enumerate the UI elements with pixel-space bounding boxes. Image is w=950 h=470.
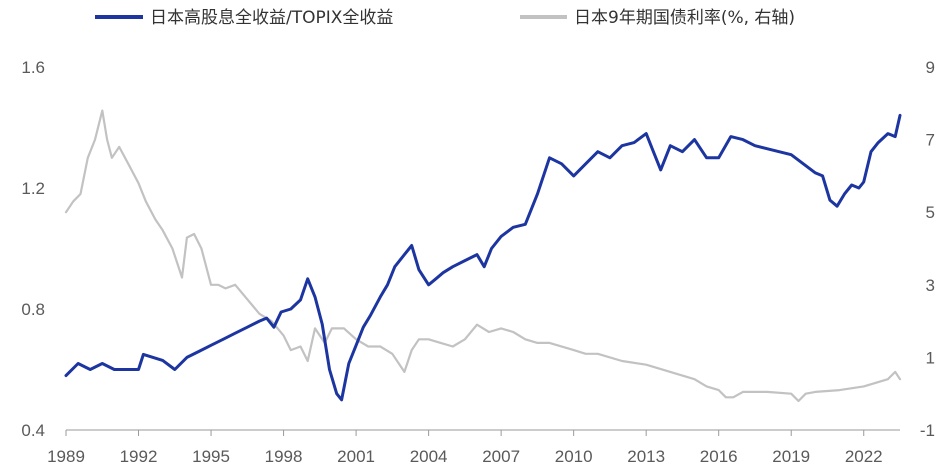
x-tick-label: 2010: [555, 447, 593, 466]
x-tick-label: 1992: [120, 447, 158, 466]
right-y-tick-label: 3: [926, 276, 935, 295]
x-tick-label: 2007: [482, 447, 520, 466]
x-axis-ticks: 1989 1992 1995 1998 2001 2004 2007 2010 2013 2016…: [47, 430, 883, 466]
right-y-tick-label: 9: [926, 58, 935, 77]
right-y-tick-label: 1: [926, 348, 935, 367]
left-y-tick-label: 0.8: [21, 300, 45, 319]
x-tick-label: 2013: [627, 447, 665, 466]
series-line-high-dividend: [64, 113, 902, 402]
x-tick-label: 1995: [192, 447, 230, 466]
x-tick-label: 2022: [845, 447, 883, 466]
legend-label-high-dividend: 日本高股息全收益/TOPIX全收益: [150, 8, 393, 28]
x-tick-label: 1998: [265, 447, 303, 466]
x-tick-label: 2016: [700, 447, 738, 466]
right-axis-ticks: -1 1 3 5 7 9: [920, 58, 935, 440]
right-y-tick-label: 7: [926, 131, 935, 150]
x-tick-label: 1989: [47, 447, 85, 466]
series-line-jgb-yield: [64, 109, 902, 403]
left-y-tick-label: 0.4: [21, 421, 45, 440]
left-y-tick-label: 1.2: [21, 179, 45, 198]
series-layer: [64, 109, 902, 403]
left-axis-ticks: 0.4 0.8 1.2 1.6: [21, 58, 45, 440]
left-y-tick-label: 1.6: [21, 58, 45, 77]
right-y-tick-label: 5: [926, 203, 935, 222]
x-tick-label: 2019: [772, 447, 810, 466]
legend-label-jgb-yield: 日本9年期国债利率(%, 右轴): [574, 8, 795, 28]
legend: 日本高股息全收益/TOPIX全收益 日本9年期国债利率(%, 右轴): [95, 8, 795, 28]
right-y-tick-label: -1: [920, 421, 935, 440]
x-tick-label: 2001: [337, 447, 375, 466]
x-tick-label: 2004: [410, 447, 448, 466]
